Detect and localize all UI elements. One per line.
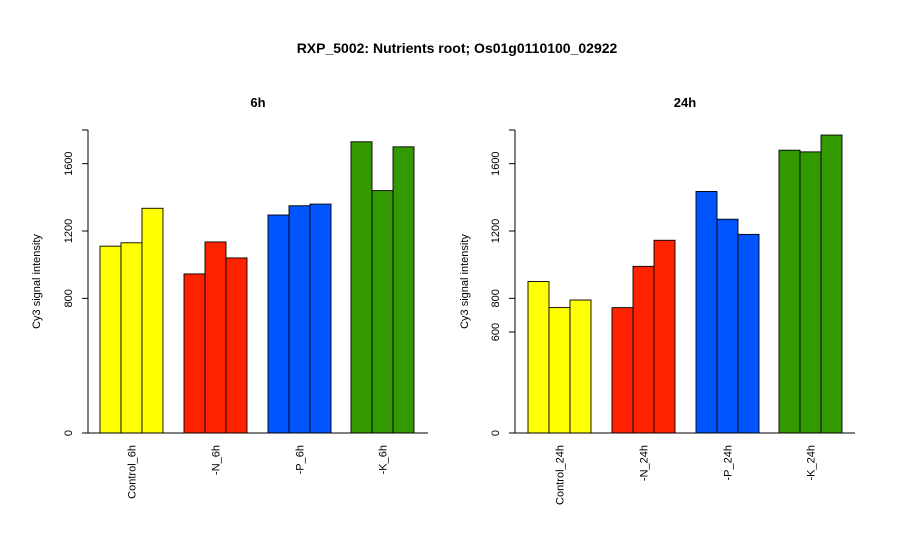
panel-6h: 6h Control_6h -N_6h -P_6h -K_6h 0 800 1200 1600 C… [31,95,428,499]
y-tick-label: 1200 [490,219,502,243]
y-tick-label: 800 [490,289,502,307]
bar--N_24h-1 [611,307,634,434]
bar--N_24h-3 [653,239,676,434]
category-label: -P_6h [295,445,307,474]
bar-Control_6h-3 [141,207,164,434]
y-tick-label: 800 [63,289,75,307]
panel-title: 6h [250,95,265,110]
bar-Control_24h-3 [569,299,592,434]
bar--K_24h-3 [820,134,843,434]
bar-Control_24h-2 [548,307,571,434]
bar--K_24h-2 [799,151,822,434]
bar--N_24h-2 [632,265,655,434]
bar--P_6h-2 [288,205,311,434]
bar-Control_6h-1 [99,245,122,434]
bar--N_6h-2 [204,241,227,434]
bar--P_24h-1 [695,190,718,434]
bar--N_6h-1 [183,273,206,434]
category-label: Control_24h [555,445,567,505]
panel-24h: 24h Control_24h -N_24h -P_24h -K_24h 0 600 800 1… [459,95,855,505]
bar--P_6h-1 [267,214,290,434]
bar-Control_24h-1 [527,281,550,434]
category-label: -N_6h [211,445,223,475]
bar--N_6h-3 [225,257,248,434]
y-axis-label: Cy3 signal intensity [31,234,43,329]
y-tick-label: 0 [490,430,502,436]
panel-title: 24h [674,95,696,110]
category-label: -K_24h [806,445,818,480]
y-tick-label: 600 [490,323,502,341]
category-label: -K_6h [378,445,390,474]
bar--P_24h-3 [737,233,760,434]
bar--P_6h-3 [309,203,332,434]
bar--K_6h-1 [350,141,373,434]
bar--K_6h-3 [392,146,415,434]
bar--K_24h-1 [778,149,801,434]
bar--K_6h-2 [371,190,394,434]
chart-title: RXP_5002: Nutrients root; Os01g0110100_0… [297,40,618,56]
y-tick-label: 1200 [63,219,75,243]
category-label: -P_24h [723,445,735,480]
y-axis-label: Cy3 signal intensity [459,234,471,329]
category-label: -N_24h [639,445,651,481]
bar--P_24h-2 [716,218,739,434]
y-tick-label: 1600 [490,151,502,175]
y-tick-label: 0 [63,430,75,436]
y-tick-label: 1600 [63,151,75,175]
bar-Control_6h-2 [120,242,143,434]
category-label: Control_6h [127,445,139,499]
